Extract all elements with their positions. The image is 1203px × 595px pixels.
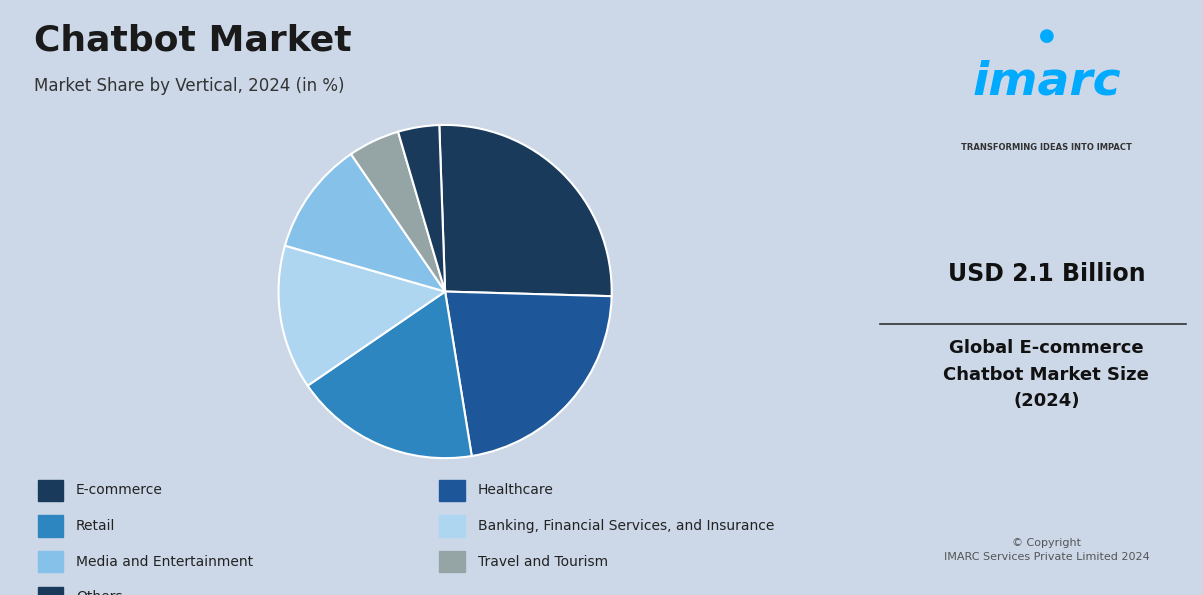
Bar	[37, 551, 64, 572]
Bar	[37, 515, 64, 537]
Text: Others: Others	[76, 590, 123, 595]
Wedge shape	[398, 125, 445, 292]
Bar	[439, 551, 464, 572]
Bar	[37, 480, 64, 501]
Text: Chatbot Market: Chatbot Market	[35, 24, 352, 58]
Text: USD 2.1 Billion: USD 2.1 Billion	[948, 262, 1145, 286]
Wedge shape	[285, 154, 445, 292]
Bar	[439, 515, 464, 537]
Text: Banking, Financial Services, and Insurance: Banking, Financial Services, and Insuran…	[478, 519, 774, 533]
Wedge shape	[445, 292, 611, 456]
Bar	[439, 480, 464, 501]
Text: Healthcare: Healthcare	[478, 483, 553, 497]
Text: ●: ●	[1038, 27, 1054, 45]
Text: imarc: imarc	[972, 60, 1121, 105]
Text: Global E-commerce
Chatbot Market Size
(2024): Global E-commerce Chatbot Market Size (2…	[943, 339, 1149, 410]
Text: Market Share by Vertical, 2024 (in %): Market Share by Vertical, 2024 (in %)	[35, 77, 345, 95]
Text: © Copyright
IMARC Services Private Limited 2024: © Copyright IMARC Services Private Limit…	[943, 538, 1149, 562]
Text: E-commerce: E-commerce	[76, 483, 162, 497]
Wedge shape	[439, 125, 611, 296]
Text: TRANSFORMING IDEAS INTO IMPACT: TRANSFORMING IDEAS INTO IMPACT	[961, 143, 1132, 152]
Wedge shape	[351, 131, 445, 292]
Text: Travel and Tourism: Travel and Tourism	[478, 555, 608, 569]
Wedge shape	[308, 292, 472, 458]
Text: Retail: Retail	[76, 519, 115, 533]
Bar	[37, 587, 64, 595]
Text: Media and Entertainment: Media and Entertainment	[76, 555, 253, 569]
Wedge shape	[279, 246, 445, 386]
